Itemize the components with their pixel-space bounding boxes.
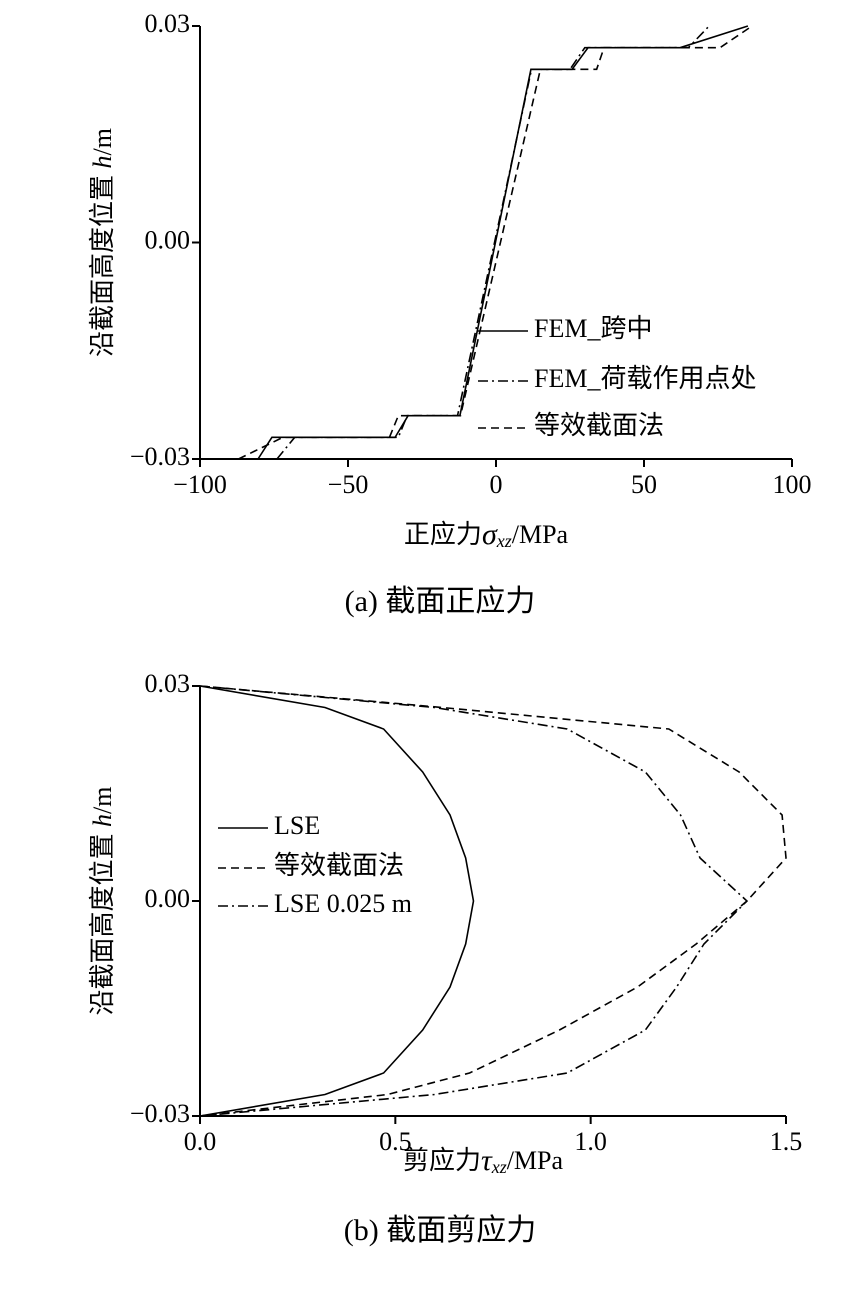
y-axis-label-part: h: [88, 814, 117, 827]
legend-label: LSE 0.025 m: [274, 889, 412, 918]
y-axis-label-part: 沿截面高度位置: [88, 827, 117, 1016]
x-axis-label-part: σ: [482, 518, 498, 551]
y-axis-label-part: h: [88, 155, 117, 168]
x-axis-label-part: τ: [481, 1144, 493, 1177]
y-axis-label: 沿截面高度位置 h/m: [88, 787, 117, 1016]
x-axis-label-part: 剪应力: [403, 1146, 481, 1175]
legend-label: LSE: [274, 811, 320, 840]
data-line: [276, 25, 710, 460]
data-line: [199, 685, 475, 1117]
legend-label: 等效截面法: [534, 411, 664, 440]
y-tick-label: −0.03: [130, 442, 190, 471]
x-tick-label: 0.5: [379, 1127, 412, 1156]
x-tick-label: 1.5: [770, 1127, 803, 1156]
x-tick-label: −50: [328, 470, 369, 499]
y-tick-label: 0.00: [145, 884, 191, 913]
x-tick-label: 0.0: [184, 1127, 217, 1156]
x-tick-label: −100: [173, 470, 227, 499]
x-axis-label: 正应力σxz/MPa: [404, 518, 569, 551]
data-line: [238, 25, 753, 460]
x-axis-label-part: xz: [496, 531, 512, 551]
x-axis-label-part: 正应力: [404, 520, 482, 549]
x-axis-label-part: /MPa: [512, 520, 569, 549]
caption: (b) 截面剪应力: [344, 1214, 536, 1247]
x-axis-label-part: /MPa: [507, 1146, 564, 1175]
y-tick-label: −0.03: [130, 1099, 190, 1128]
y-axis-label: 沿截面高度位置 h/m: [88, 128, 117, 357]
legend-label: 等效截面法: [274, 851, 404, 880]
y-tick-label: 0.00: [145, 225, 191, 254]
x-tick-label: 0: [490, 470, 503, 499]
y-tick-label: 0.03: [145, 9, 191, 38]
x-tick-label: 1.0: [574, 1127, 607, 1156]
y-axis-label-part: /m: [88, 787, 117, 814]
y-axis-label-part: /m: [88, 128, 117, 155]
y-tick-label: 0.03: [145, 669, 191, 698]
legend-label: FEM_跨中: [534, 314, 652, 343]
data-line: [257, 25, 749, 460]
x-tick-label: 100: [773, 470, 812, 499]
x-axis-label-part: xz: [491, 1157, 507, 1177]
y-axis-label-part: 沿截面高度位置: [88, 168, 117, 357]
x-tick-label: 50: [631, 470, 657, 499]
data-line: [199, 685, 749, 1117]
legend-label: FEM_荷载作用点处: [534, 364, 756, 393]
x-axis-label: 剪应力τxz/MPa: [403, 1144, 564, 1177]
caption: (a) 截面正应力: [345, 585, 536, 618]
